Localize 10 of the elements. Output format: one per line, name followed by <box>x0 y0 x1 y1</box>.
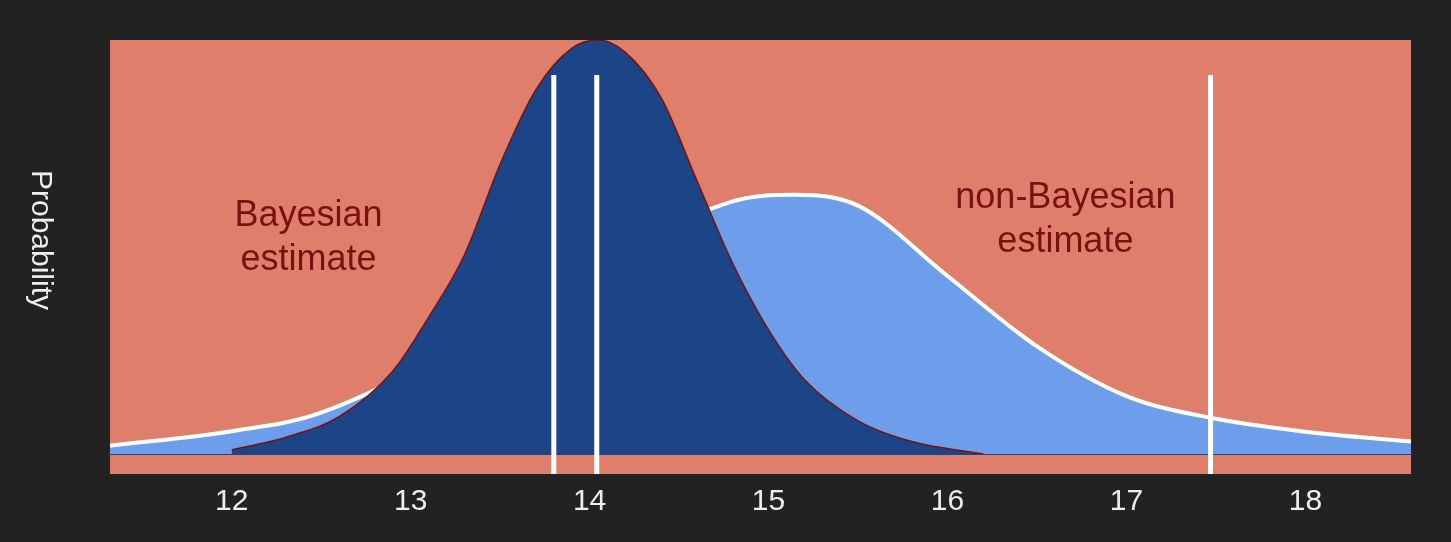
x-tick-label: 13 <box>393 483 428 517</box>
x-tick-label: 17 <box>1109 483 1144 517</box>
x-tick-label: 12 <box>215 483 249 517</box>
x-tick-label: 18 <box>1288 483 1323 517</box>
series-label: Bayesian estimate <box>234 193 383 279</box>
x-tick-label: 16 <box>930 483 965 517</box>
series-label: non-Bayesian estimate <box>955 174 1176 260</box>
x-tick-label: 14 <box>572 483 607 517</box>
x-tick-label: 15 <box>751 483 786 517</box>
y-axis-title: Probability <box>25 169 60 311</box>
